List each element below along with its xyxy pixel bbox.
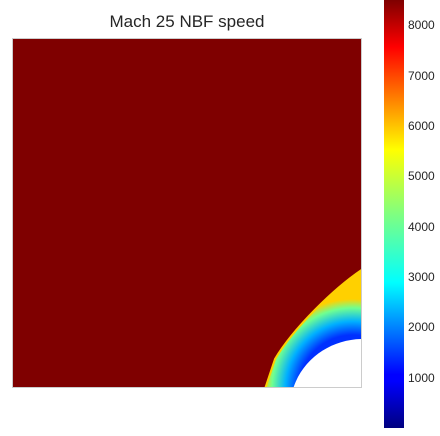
colorbar-tick-label: 8000 (408, 18, 435, 33)
colorbar-gradient (384, 0, 404, 428)
speed-field (13, 39, 361, 387)
colorbar-tick-label: 4000 (408, 219, 435, 234)
colorbar-tick-label: 2000 (408, 320, 435, 335)
colorbar-tick-label: 3000 (408, 269, 435, 284)
shock-front (264, 269, 361, 387)
colorbar-tick-label: 1000 (408, 370, 435, 385)
plot-area (12, 38, 362, 388)
chart-title: Mach 25 NBF speed (109, 12, 265, 31)
colorbar-tick-label: 5000 (408, 169, 435, 184)
colorbar-tick-label: 6000 (408, 118, 435, 133)
colorbar-tick-label: 7000 (408, 68, 435, 83)
colorbar (384, 0, 404, 428)
body-region (293, 339, 361, 387)
